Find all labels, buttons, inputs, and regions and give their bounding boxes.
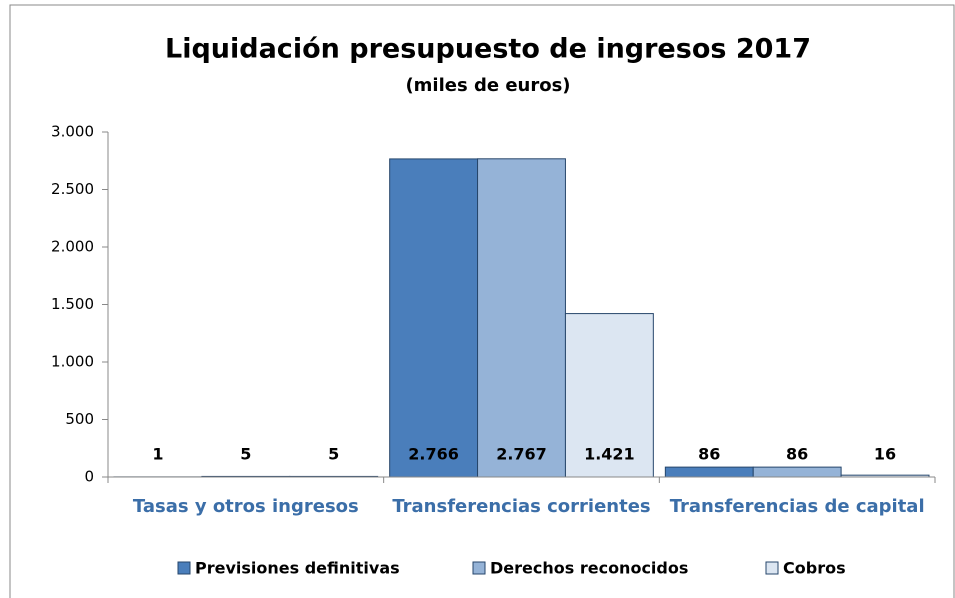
legend-swatch: [765, 561, 779, 575]
x-tick-label: Transferencias de capital: [670, 496, 925, 517]
x-tick-label: Transferencias corrientes: [392, 496, 650, 517]
bar: [664, 466, 754, 478]
bar: [477, 158, 566, 478]
value-label: 86: [786, 445, 808, 464]
legend-label: Previsiones definitivas: [195, 559, 400, 578]
value-label: 5: [240, 445, 251, 464]
chart-title: Liquidación presupuesto de ingresos 2017: [165, 34, 811, 65]
y-tick-label: 1.500: [51, 295, 94, 313]
y-tick-label: 3.000: [51, 123, 94, 141]
bar: [389, 158, 479, 478]
value-label: 86: [698, 445, 720, 464]
chart-subtitle: (miles de euros): [405, 75, 570, 96]
legend-label: Derechos reconocidos: [490, 559, 688, 578]
x-tick-label: Tasas y otros ingresos: [133, 496, 359, 517]
value-label: 5: [328, 445, 339, 464]
y-tick-label: 500: [65, 410, 94, 428]
y-tick-label: 1.000: [51, 353, 94, 371]
value-label: 1: [152, 445, 163, 464]
legend-label: Cobros: [783, 559, 846, 578]
y-tick-label: 2.000: [51, 238, 94, 256]
bar: [752, 466, 842, 478]
chart-frame: [9, 4, 955, 598]
value-label: 1.421: [584, 445, 635, 464]
value-label: 2.767: [496, 445, 547, 464]
y-tick-label: 0: [84, 468, 94, 486]
y-tick-label: 2.500: [51, 180, 94, 198]
legend-swatch: [472, 561, 486, 575]
value-label: 2.766: [408, 445, 459, 464]
bar: [564, 313, 654, 478]
legend-swatch: [177, 561, 191, 575]
value-label: 16: [874, 445, 896, 464]
